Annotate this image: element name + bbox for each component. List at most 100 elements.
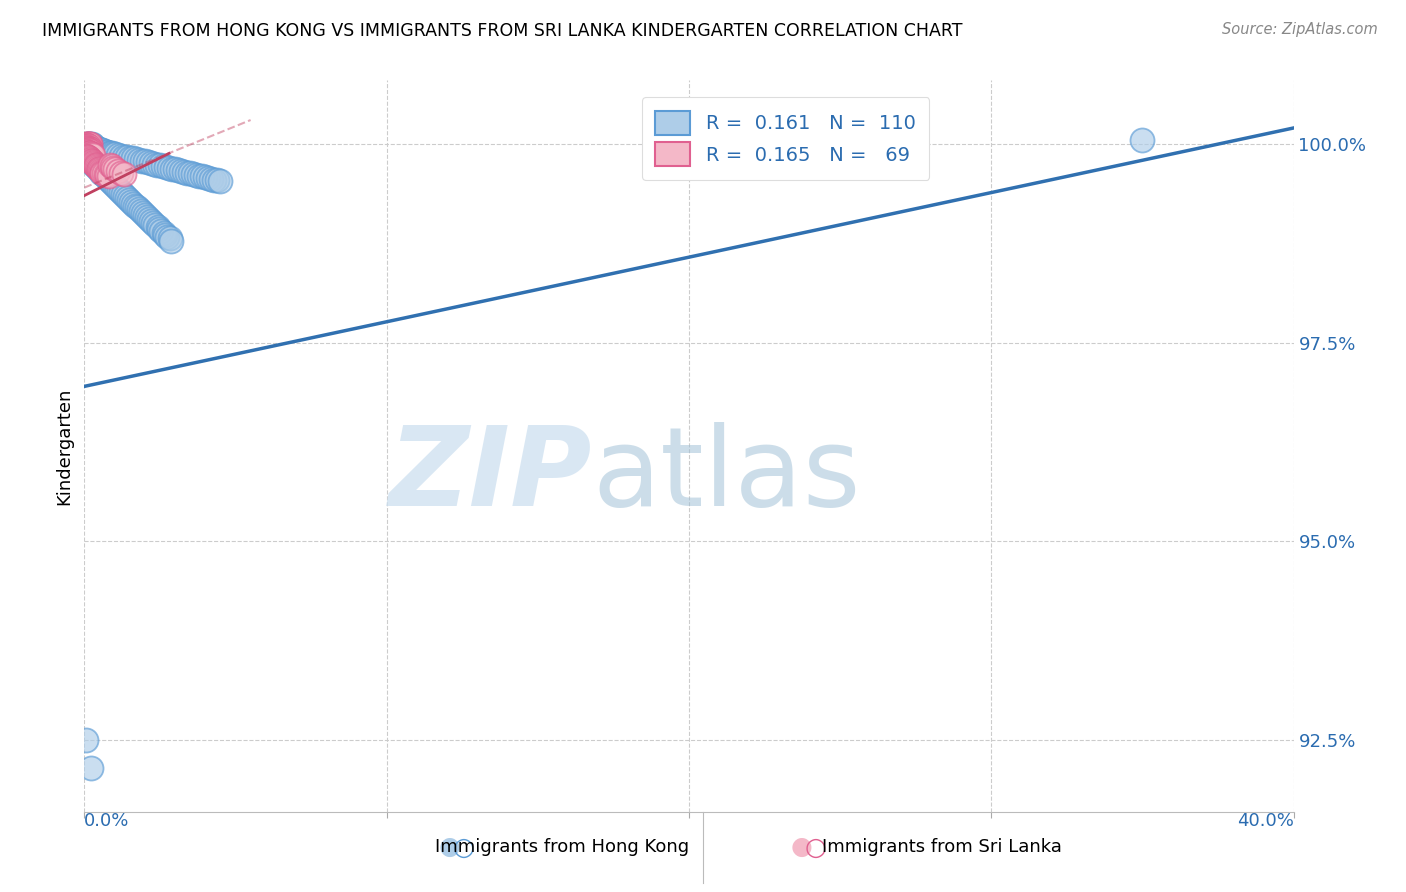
Point [86,141,108,155]
Point [87,161,110,175]
Point [176,165,198,179]
Point [77,136,100,151]
Point [86,159,108,173]
Point [152,226,174,240]
Point [145,218,167,232]
Point [79,152,101,166]
Point [87,161,110,176]
Point [104,147,127,161]
Point [117,191,139,205]
Point [89,143,111,157]
Point [142,157,165,171]
Point [136,210,159,224]
Point [114,188,136,202]
Point [75,138,97,153]
Point [90,164,112,178]
Point [82,156,104,170]
Point [91,167,114,181]
Point [75,144,97,158]
Text: 0.0%: 0.0% [84,812,129,830]
Point [86,160,108,174]
Text: ○: ○ [804,836,827,859]
Point [104,162,127,177]
Point [181,167,204,181]
Point [108,183,131,197]
Point [110,185,132,199]
Point [121,151,143,165]
Point [97,145,120,160]
Point [118,193,141,207]
Point [80,154,103,169]
Point [191,169,214,184]
Point [76,136,98,151]
Point [149,158,172,172]
Point [128,153,150,167]
Point [79,153,101,167]
Point [155,160,177,174]
Point [80,147,103,161]
Point [186,168,208,182]
Point [101,161,124,175]
Point [100,146,122,161]
Point [83,157,105,171]
Text: Source: ZipAtlas.com: Source: ZipAtlas.com [1222,22,1378,37]
Point [75,149,97,163]
Point [77,150,100,164]
Point [76,149,98,163]
Point [76,150,98,164]
Point [76,143,98,157]
Point [200,172,222,186]
Point [76,140,98,154]
Point [76,141,98,155]
Point [207,173,229,187]
Point [101,177,124,191]
Point [77,145,100,160]
Point [80,761,103,775]
Point [79,136,101,151]
Point [79,136,101,151]
Point [179,166,201,180]
Point [110,165,132,179]
Point [82,155,104,169]
Point [132,206,155,220]
Point [89,163,111,178]
Point [80,136,103,151]
Point [90,165,112,179]
Point [209,174,232,188]
Text: 40.0%: 40.0% [1237,812,1294,830]
Point [77,139,100,153]
Point [173,164,195,178]
Point [120,194,142,209]
Point [94,169,117,184]
Point [89,162,111,177]
Point [122,196,145,211]
Point [76,138,98,153]
Point [170,164,193,178]
Point [77,151,100,165]
Point [79,146,101,161]
Point [91,143,114,157]
Point [90,143,112,157]
Point [79,153,101,167]
Point [112,167,135,181]
Point [156,230,179,244]
Point [104,179,127,194]
Point [77,136,100,151]
Point [139,156,162,170]
Point [77,145,100,159]
Text: IMMIGRANTS FROM HONG KONG VS IMMIGRANTS FROM SRI LANKA KINDERGARTEN CORRELATION : IMMIGRANTS FROM HONG KONG VS IMMIGRANTS … [42,22,963,40]
Point [80,147,103,161]
Point [112,150,135,164]
Point [100,159,122,173]
Point [77,145,100,160]
Point [194,170,217,185]
Point [157,161,180,175]
Point [80,154,103,169]
Point [79,142,101,156]
Point [84,159,107,173]
Point [76,138,98,153]
Point [75,136,97,151]
Point [79,144,101,158]
Point [107,164,129,178]
Point [82,148,104,162]
